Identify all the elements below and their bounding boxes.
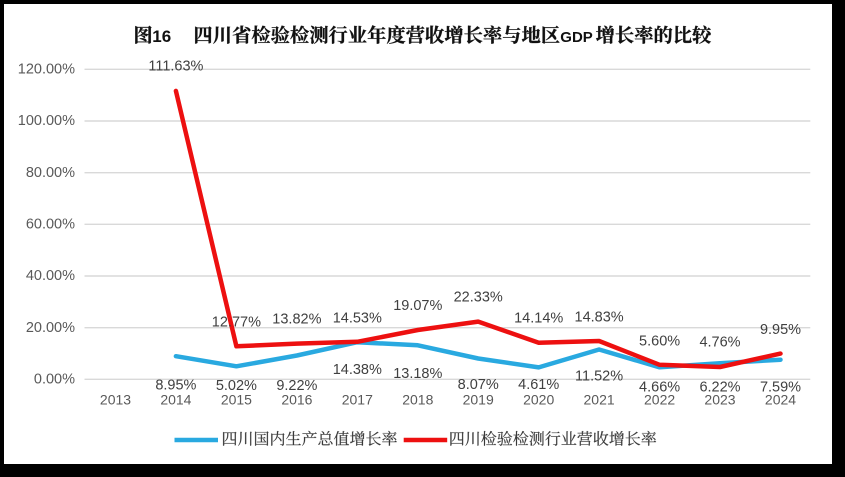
svg-text:11.52%: 11.52% (575, 369, 623, 385)
svg-text:40.00%: 40.00% (26, 268, 75, 284)
svg-text:2024: 2024 (765, 392, 796, 408)
svg-text:8.95%: 8.95% (155, 378, 196, 394)
svg-text:4.66%: 4.66% (639, 380, 680, 396)
svg-text:2018: 2018 (402, 392, 433, 408)
svg-text:13.82%: 13.82% (272, 312, 321, 328)
svg-text:22.33%: 22.33% (454, 290, 503, 306)
svg-text:2023: 2023 (704, 392, 735, 408)
svg-text:2022: 2022 (644, 392, 675, 408)
svg-text:7.59%: 7.59% (760, 380, 801, 396)
svg-text:20.00%: 20.00% (26, 320, 75, 336)
svg-text:2015: 2015 (221, 392, 252, 408)
svg-text:13.18%: 13.18% (393, 366, 442, 382)
svg-text:2020: 2020 (523, 392, 554, 408)
svg-text:4.76%: 4.76% (699, 335, 740, 351)
svg-text:5.02%: 5.02% (216, 378, 257, 394)
svg-text:8.07%: 8.07% (458, 377, 499, 393)
svg-text:80.00%: 80.00% (26, 165, 75, 181)
svg-text:2013: 2013 (100, 392, 131, 408)
svg-text:5.60%: 5.60% (639, 334, 680, 350)
svg-text:2017: 2017 (342, 392, 373, 408)
svg-text:120.00%: 120.00% (18, 62, 75, 78)
svg-text:2016: 2016 (281, 392, 312, 408)
svg-text:9.95%: 9.95% (760, 322, 801, 338)
svg-text:2019: 2019 (463, 392, 494, 408)
svg-text:19.07%: 19.07% (393, 298, 442, 314)
svg-text:14.53%: 14.53% (333, 311, 382, 327)
svg-text:2014: 2014 (160, 392, 191, 408)
svg-text:60.00%: 60.00% (26, 217, 75, 233)
svg-text:9.22%: 9.22% (276, 378, 317, 394)
svg-text:12.77%: 12.77% (212, 315, 261, 331)
svg-text:0.00%: 0.00% (34, 372, 75, 388)
svg-text:16: 16 (152, 27, 171, 46)
svg-text:2021: 2021 (584, 392, 615, 408)
svg-text:111.63%: 111.63% (148, 59, 203, 75)
svg-text:100.00%: 100.00% (18, 113, 75, 129)
svg-text:14.14%: 14.14% (514, 311, 563, 327)
svg-text:6.22%: 6.22% (699, 380, 740, 396)
svg-text:4.61%: 4.61% (518, 377, 559, 393)
svg-text:GDP: GDP (560, 29, 593, 46)
svg-text:14.83%: 14.83% (575, 310, 624, 326)
svg-text:14.38%: 14.38% (333, 362, 382, 378)
